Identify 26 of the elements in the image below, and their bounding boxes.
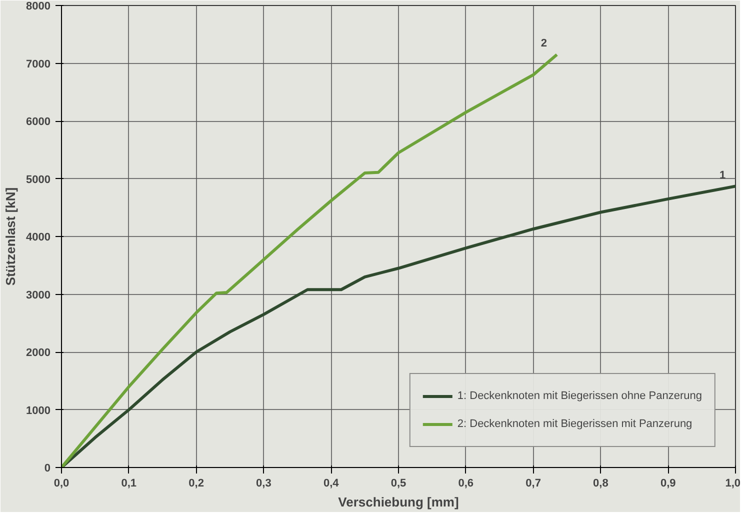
x-tick-label: 0,8 bbox=[593, 478, 608, 490]
y-axis-title: Stützenlast [kN] bbox=[3, 187, 18, 286]
x-tick-label: 0,0 bbox=[54, 478, 70, 490]
x-tick-label: 1,0 bbox=[725, 478, 741, 490]
y-tick-label: 1000 bbox=[26, 404, 51, 417]
y-tick-label: 2000 bbox=[26, 347, 51, 359]
x-tick-label: 0,5 bbox=[390, 478, 406, 490]
x-tick-label: 0,9 bbox=[660, 478, 676, 490]
x-tick-label: 0,7 bbox=[526, 478, 541, 490]
x-tick-label: 0,2 bbox=[188, 478, 204, 490]
y-tick-label: 8000 bbox=[26, 0, 51, 12]
y-tick-label: 5000 bbox=[26, 174, 51, 186]
x-tick-label: 0,1 bbox=[121, 478, 137, 490]
x-axis-title: Verschiebung [mm] bbox=[338, 494, 459, 510]
y-tick-label: 4000 bbox=[26, 232, 51, 244]
x-tick-label: 0,4 bbox=[323, 478, 340, 490]
annotation: 2 bbox=[540, 38, 548, 50]
y-tick-label: 6000 bbox=[26, 116, 51, 128]
x-tick-label: 0,3 bbox=[256, 478, 272, 490]
x-tick-label: 0,6 bbox=[458, 478, 474, 490]
y-tick-label: 3000 bbox=[26, 289, 51, 302]
y-tick-label: 7000 bbox=[26, 58, 51, 70]
legend-label: 2: Deckenknoten mit Biegerissen mit Panzerung bbox=[457, 418, 692, 430]
legend-label: 1: Deckenknoten mit Biegerissen ohne Panzerung bbox=[457, 390, 702, 402]
line-series bbox=[62, 53, 558, 468]
y-tick-label: 0 bbox=[44, 462, 51, 474]
